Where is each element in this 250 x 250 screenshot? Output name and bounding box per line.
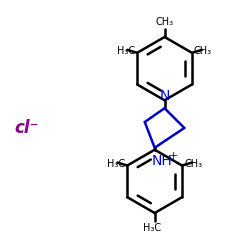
Text: H₃C: H₃C <box>107 158 125 168</box>
Text: NH: NH <box>152 154 172 168</box>
Text: CH₃: CH₃ <box>194 46 212 56</box>
Text: N: N <box>159 89 170 103</box>
Text: H₃C: H₃C <box>143 223 161 233</box>
Text: H₃C: H₃C <box>117 46 135 56</box>
Text: cl⁻: cl⁻ <box>14 119 38 137</box>
Text: +: + <box>168 151 178 161</box>
Text: CH₃: CH₃ <box>184 158 202 168</box>
Text: CH₃: CH₃ <box>156 17 174 27</box>
